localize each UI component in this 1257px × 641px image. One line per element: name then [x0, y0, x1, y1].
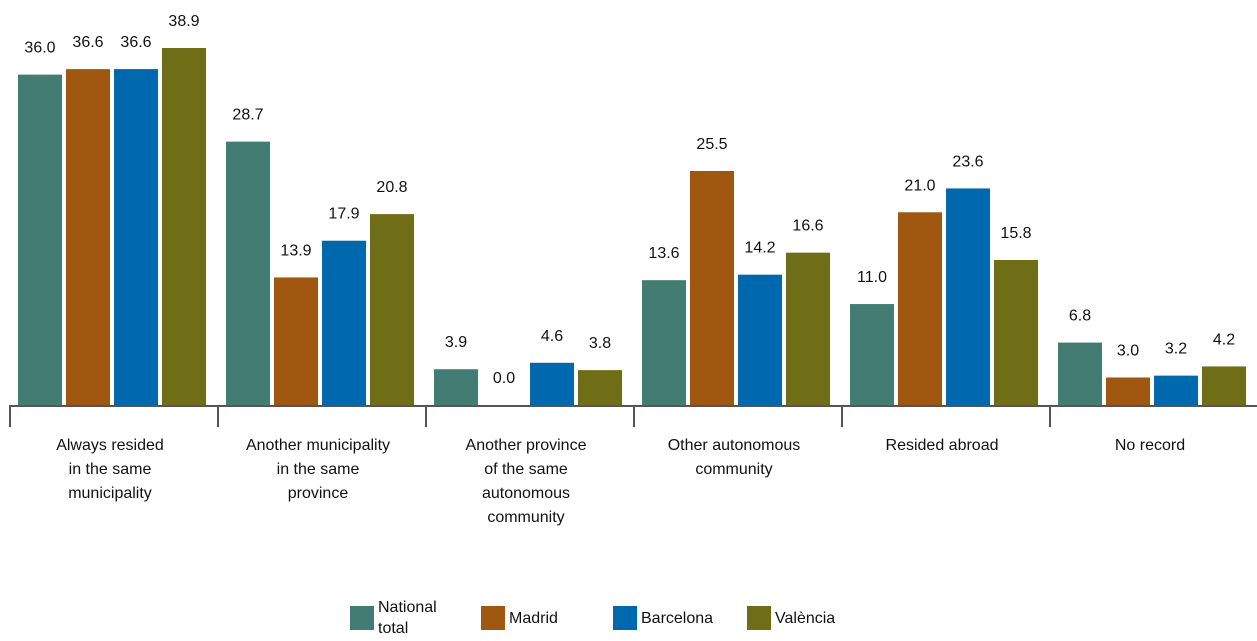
value-label-valencia-5: 15.8 — [1000, 225, 1031, 242]
value-label-madrid-6: 3.0 — [1117, 342, 1139, 359]
bar-madrid-5 — [898, 212, 942, 405]
value-label-madrid-2: 13.9 — [280, 242, 311, 259]
bar-barcelona-5 — [946, 188, 990, 405]
value-label-national-total-4: 13.6 — [648, 245, 679, 262]
value-labels-group: 36.0 36.6 36.6 38.9 28.7 13.9 17.9 20.8 3.9 0.0 4.… — [24, 13, 1235, 387]
value-label-national-total-6: 6.8 — [1069, 308, 1091, 325]
value-label-barcelona-4: 14.2 — [744, 240, 775, 257]
legend-swatch-valencia — [747, 606, 771, 630]
bar-national-total-3 — [434, 369, 478, 405]
category-label-3: Another province of the same autonomous com… — [466, 437, 587, 526]
legend-swatch-madrid — [481, 606, 505, 630]
bars-group — [18, 48, 1246, 406]
value-label-madrid-1: 36.6 — [72, 34, 103, 51]
value-label-national-total-3: 3.9 — [445, 334, 467, 351]
legend-label-barcelona: Barcelona — [641, 610, 714, 627]
legend-swatch-barcelona — [613, 606, 637, 630]
bar-barcelona-6 — [1154, 375, 1198, 405]
value-label-valencia-6: 4.2 — [1213, 331, 1235, 348]
bar-barcelona-2 — [322, 240, 366, 405]
value-label-national-total-2: 28.7 — [232, 107, 263, 124]
bar-madrid-2 — [274, 277, 318, 405]
bar-barcelona-3 — [530, 362, 574, 405]
bar-valencia-2 — [370, 214, 414, 405]
bar-valencia-4 — [786, 252, 830, 405]
bar-national-total-5 — [850, 304, 894, 405]
legend-item-national-total: National total — [350, 596, 458, 639]
bar-barcelona-1 — [114, 69, 158, 405]
bar-madrid-1 — [66, 69, 110, 405]
legend-label-valencia: València — [775, 610, 836, 627]
legend: National total Madrid Barcelona València — [350, 596, 910, 639]
legend-item-barcelona: Barcelona — [613, 596, 713, 630]
category-label-2: Another municipality in the same province — [246, 437, 390, 502]
bar-barcelona-4 — [738, 274, 782, 405]
value-label-national-total-5: 11.0 — [857, 269, 887, 286]
bar-madrid-6 — [1106, 377, 1150, 405]
x-axis — [9, 405, 1257, 427]
value-label-valencia-1: 38.9 — [168, 13, 199, 30]
category-labels-group: Always resided in the same municipality Ano… — [56, 437, 1185, 526]
value-label-barcelona-6: 3.2 — [1165, 341, 1187, 358]
value-label-barcelona-5: 23.6 — [952, 153, 983, 170]
bar-national-total-6 — [1058, 342, 1102, 405]
legend-label-national-total: National total — [378, 599, 437, 637]
category-label-4: Other autonomous community — [668, 437, 801, 478]
legend-label-madrid: Madrid — [509, 610, 558, 627]
legend-item-valencia: València — [747, 596, 835, 630]
value-label-barcelona-3: 4.6 — [541, 328, 563, 345]
value-label-madrid-3: 0.0 — [493, 370, 515, 387]
category-label-5: Resided abroad — [886, 437, 999, 454]
bar-madrid-4 — [690, 170, 734, 405]
bar-valencia-6 — [1202, 366, 1246, 405]
bar-valencia-5 — [994, 259, 1038, 405]
bar-national-total-2 — [226, 141, 270, 405]
legend-swatch-national-total — [350, 606, 374, 630]
bar-national-total-1 — [18, 74, 62, 406]
value-label-valencia-3: 3.8 — [589, 335, 611, 352]
bar-national-total-4 — [642, 280, 686, 405]
value-label-madrid-4: 25.5 — [696, 136, 727, 153]
category-label-6: No record — [1115, 437, 1185, 454]
bar-valencia-1 — [162, 48, 206, 405]
value-label-national-total-1: 36.0 — [24, 40, 55, 57]
value-label-barcelona-1: 36.6 — [120, 34, 151, 51]
bar-valencia-3 — [578, 370, 622, 405]
value-label-madrid-5: 21.0 — [904, 177, 935, 194]
value-label-valencia-2: 20.8 — [376, 179, 407, 196]
value-label-valencia-4: 16.6 — [792, 218, 823, 235]
legend-item-madrid: Madrid — [481, 596, 558, 630]
category-label-1: Always resided in the same municipality — [56, 437, 164, 502]
value-label-barcelona-2: 17.9 — [328, 206, 359, 223]
